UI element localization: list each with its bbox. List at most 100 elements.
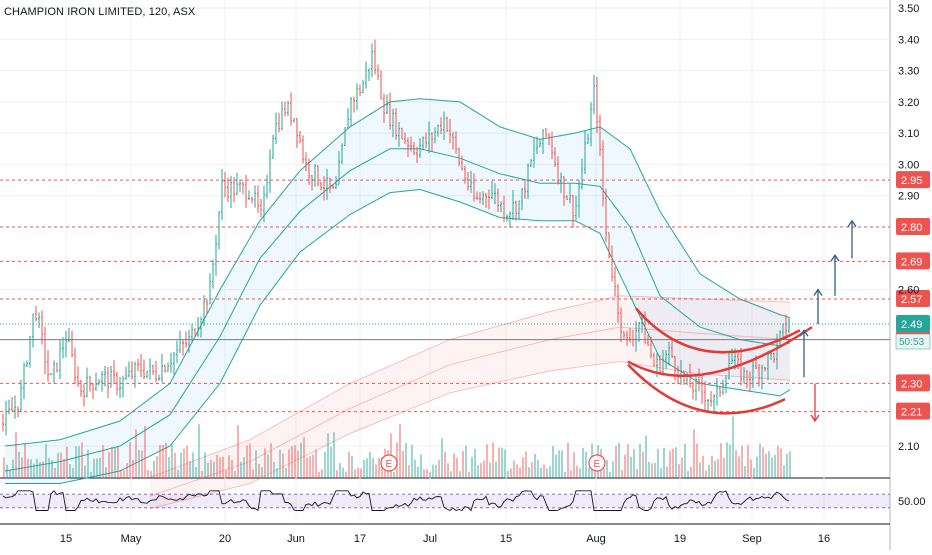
volume-bar [375,464,377,478]
x-tick-label: Jun [287,533,305,545]
y-tick-label: 3.40 [898,34,919,46]
rsi-band [0,494,890,508]
volume-bar [135,429,137,478]
volume-bar [336,470,338,478]
volume-bar [348,451,350,478]
price-level-text: 2.80 [901,222,922,234]
earnings-marker [380,454,398,472]
volume-bar [726,442,728,478]
volume-bar [522,457,524,478]
volume-bar [525,451,527,478]
price-level-tag [896,402,930,420]
price-level-text: 2.69 [901,256,922,268]
volume-bar [651,463,653,478]
price-level-text: 2.57 [901,294,922,306]
price-level-tag [896,252,930,270]
volume-bar [192,452,194,478]
x-tick-label: May [121,533,142,545]
volume-bar [276,468,278,478]
volume-bar [15,432,17,478]
volume-bar [315,449,317,478]
volume-bar [36,458,38,478]
volume-bar [117,446,119,478]
volume-bar [687,470,689,478]
volume-bar [783,465,785,478]
volume-bar [633,449,635,478]
volume-bar [537,459,539,478]
earnings-marker-label: E [386,459,393,470]
volume-bar [678,464,680,478]
y-tick-label: 2.60 [898,285,919,297]
volume-bar [684,443,686,478]
volume-bar [87,449,89,478]
volume-bar [681,457,683,478]
volume-bar [615,445,617,478]
countdown-tag [895,333,931,350]
volume-bar [273,461,275,478]
volume-bar [78,446,80,478]
volume-bar [414,459,416,478]
arrow-up-2-head [813,288,823,296]
volume-bar [540,467,542,478]
volume-bar [723,457,725,478]
volume-bar [690,466,692,478]
volume-bar [666,466,668,478]
volume-bar [759,443,761,478]
volume-bar [618,442,620,478]
volume-bar [312,454,314,478]
volume-bar [504,449,506,478]
price-level-tag [896,374,930,392]
volume-bar [324,451,326,478]
volume-bar [159,445,161,478]
volume-bar [297,450,299,478]
volume-bar [150,471,152,478]
volume-bar [141,450,143,478]
volume-bar [654,463,656,478]
volume-bar [372,458,374,478]
volume-bar [612,461,614,478]
volume-bar [579,468,581,478]
x-tick-label: 15 [60,533,72,545]
volume-bar [501,447,503,478]
volume-bar [48,457,50,478]
volume-bar [207,462,209,478]
volume-bar [369,451,371,478]
band-line [4,98,791,447]
price-level-label: 2.57 [896,289,930,307]
volume-bar [174,452,176,478]
volume-bar [624,454,626,478]
volume-bar [45,444,47,478]
volume-bar [255,450,257,478]
volume-bar [54,467,56,478]
volume-bar [402,450,404,478]
y-tick-label: 3.00 [898,159,919,171]
volume-bar [225,470,227,478]
volume-bar [441,438,443,478]
volume-bar [261,467,263,478]
volume-bar [531,462,533,478]
volume-bar [741,445,743,478]
price-level-label: 2.30 [896,374,930,392]
volume-bar [399,424,401,478]
volume-bar [768,451,770,478]
volume-bar [327,433,329,478]
volume-bar [429,471,431,478]
volume-bar [360,468,362,478]
volume-bar [696,443,698,478]
volume-bar [288,449,290,478]
volume-bar [453,453,455,478]
volume-bar [99,457,101,478]
volume-bar [435,464,437,478]
volume-bar [96,458,98,478]
volume-bar [507,470,509,478]
volume-bar [645,435,647,478]
volume-bar [738,456,740,478]
volume-bar [660,467,662,478]
x-tick-label: 20 [219,533,231,545]
volume-bar [576,465,578,478]
volume-bar [180,452,182,478]
volume-bar [366,458,368,478]
x-tick-label: 17 [354,533,366,545]
volume-bar [669,450,671,478]
